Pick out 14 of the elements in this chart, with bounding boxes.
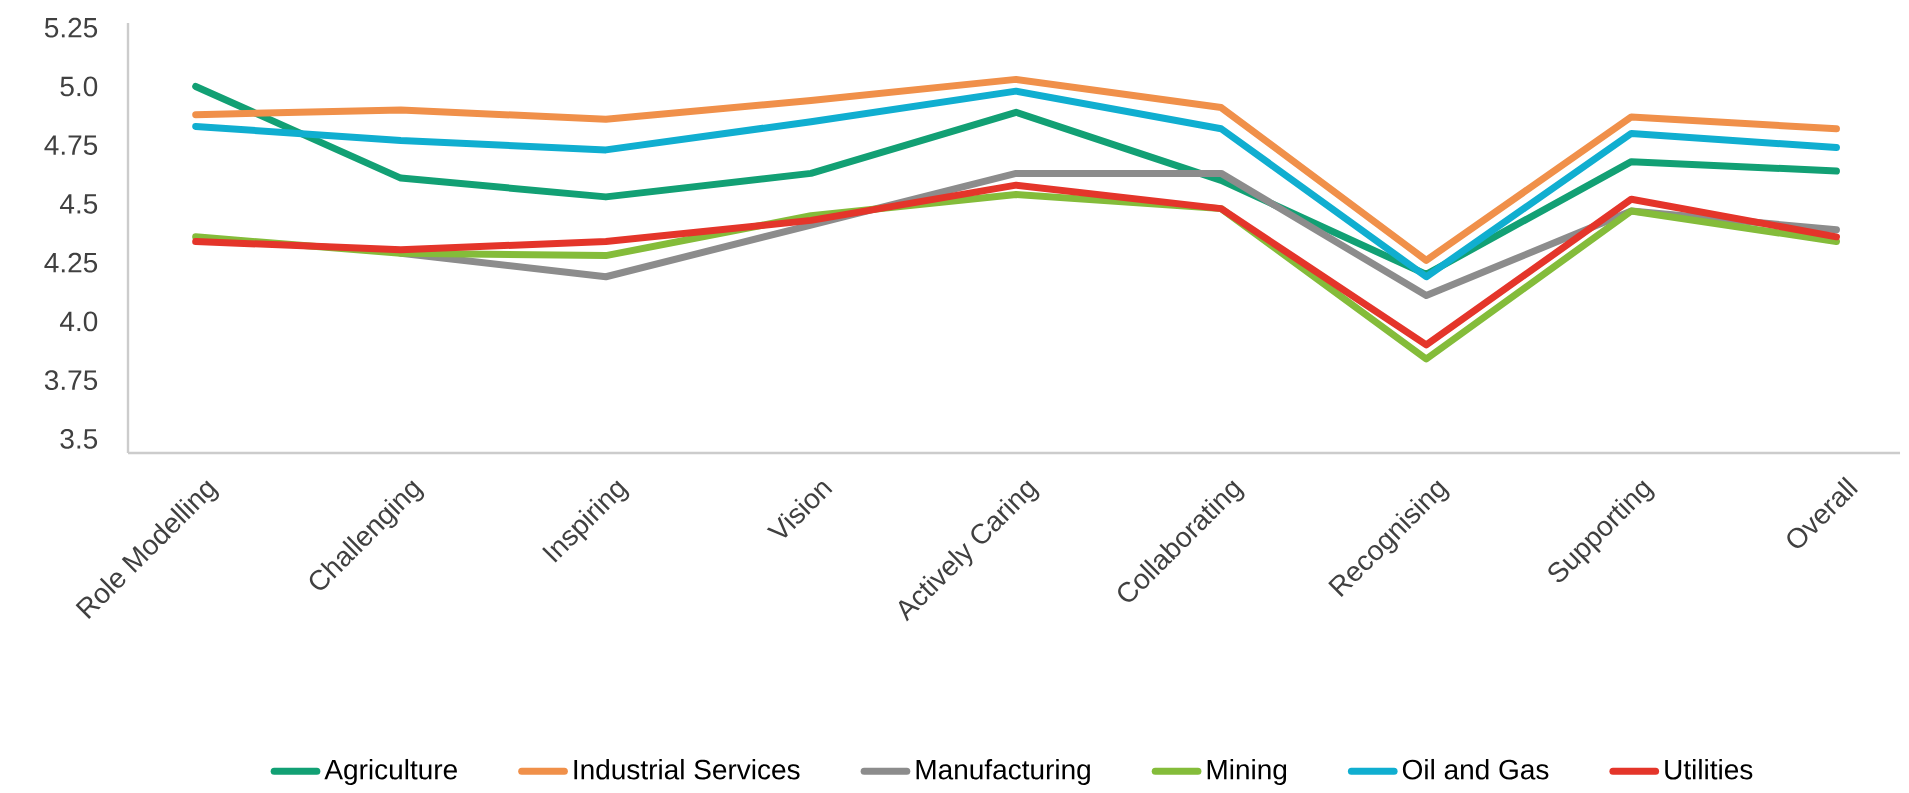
y-tick-label: 4.5 bbox=[59, 194, 98, 214]
legend-label: Mining bbox=[1207, 758, 1287, 786]
legend-label: Oil and Gas bbox=[1402, 758, 1549, 780]
y-tick-label: 5.25 bbox=[44, 17, 98, 38]
y-tick-label: 3.5 bbox=[60, 428, 98, 449]
legend-label: Industrial Services bbox=[574, 758, 800, 780]
y-tick-label: 4.75 bbox=[44, 135, 98, 155]
legend-label: Utilities bbox=[1665, 758, 1753, 780]
y-tick-label: 3.75 bbox=[44, 370, 98, 391]
legend-label: Manufacturing bbox=[916, 758, 1090, 786]
y-tick-label: 4.25 bbox=[44, 252, 98, 273]
y-tick-label: 4.0 bbox=[59, 311, 98, 332]
y-tick-label: 5.0 bbox=[60, 76, 98, 97]
legend-label: Agriculture bbox=[324, 758, 457, 786]
